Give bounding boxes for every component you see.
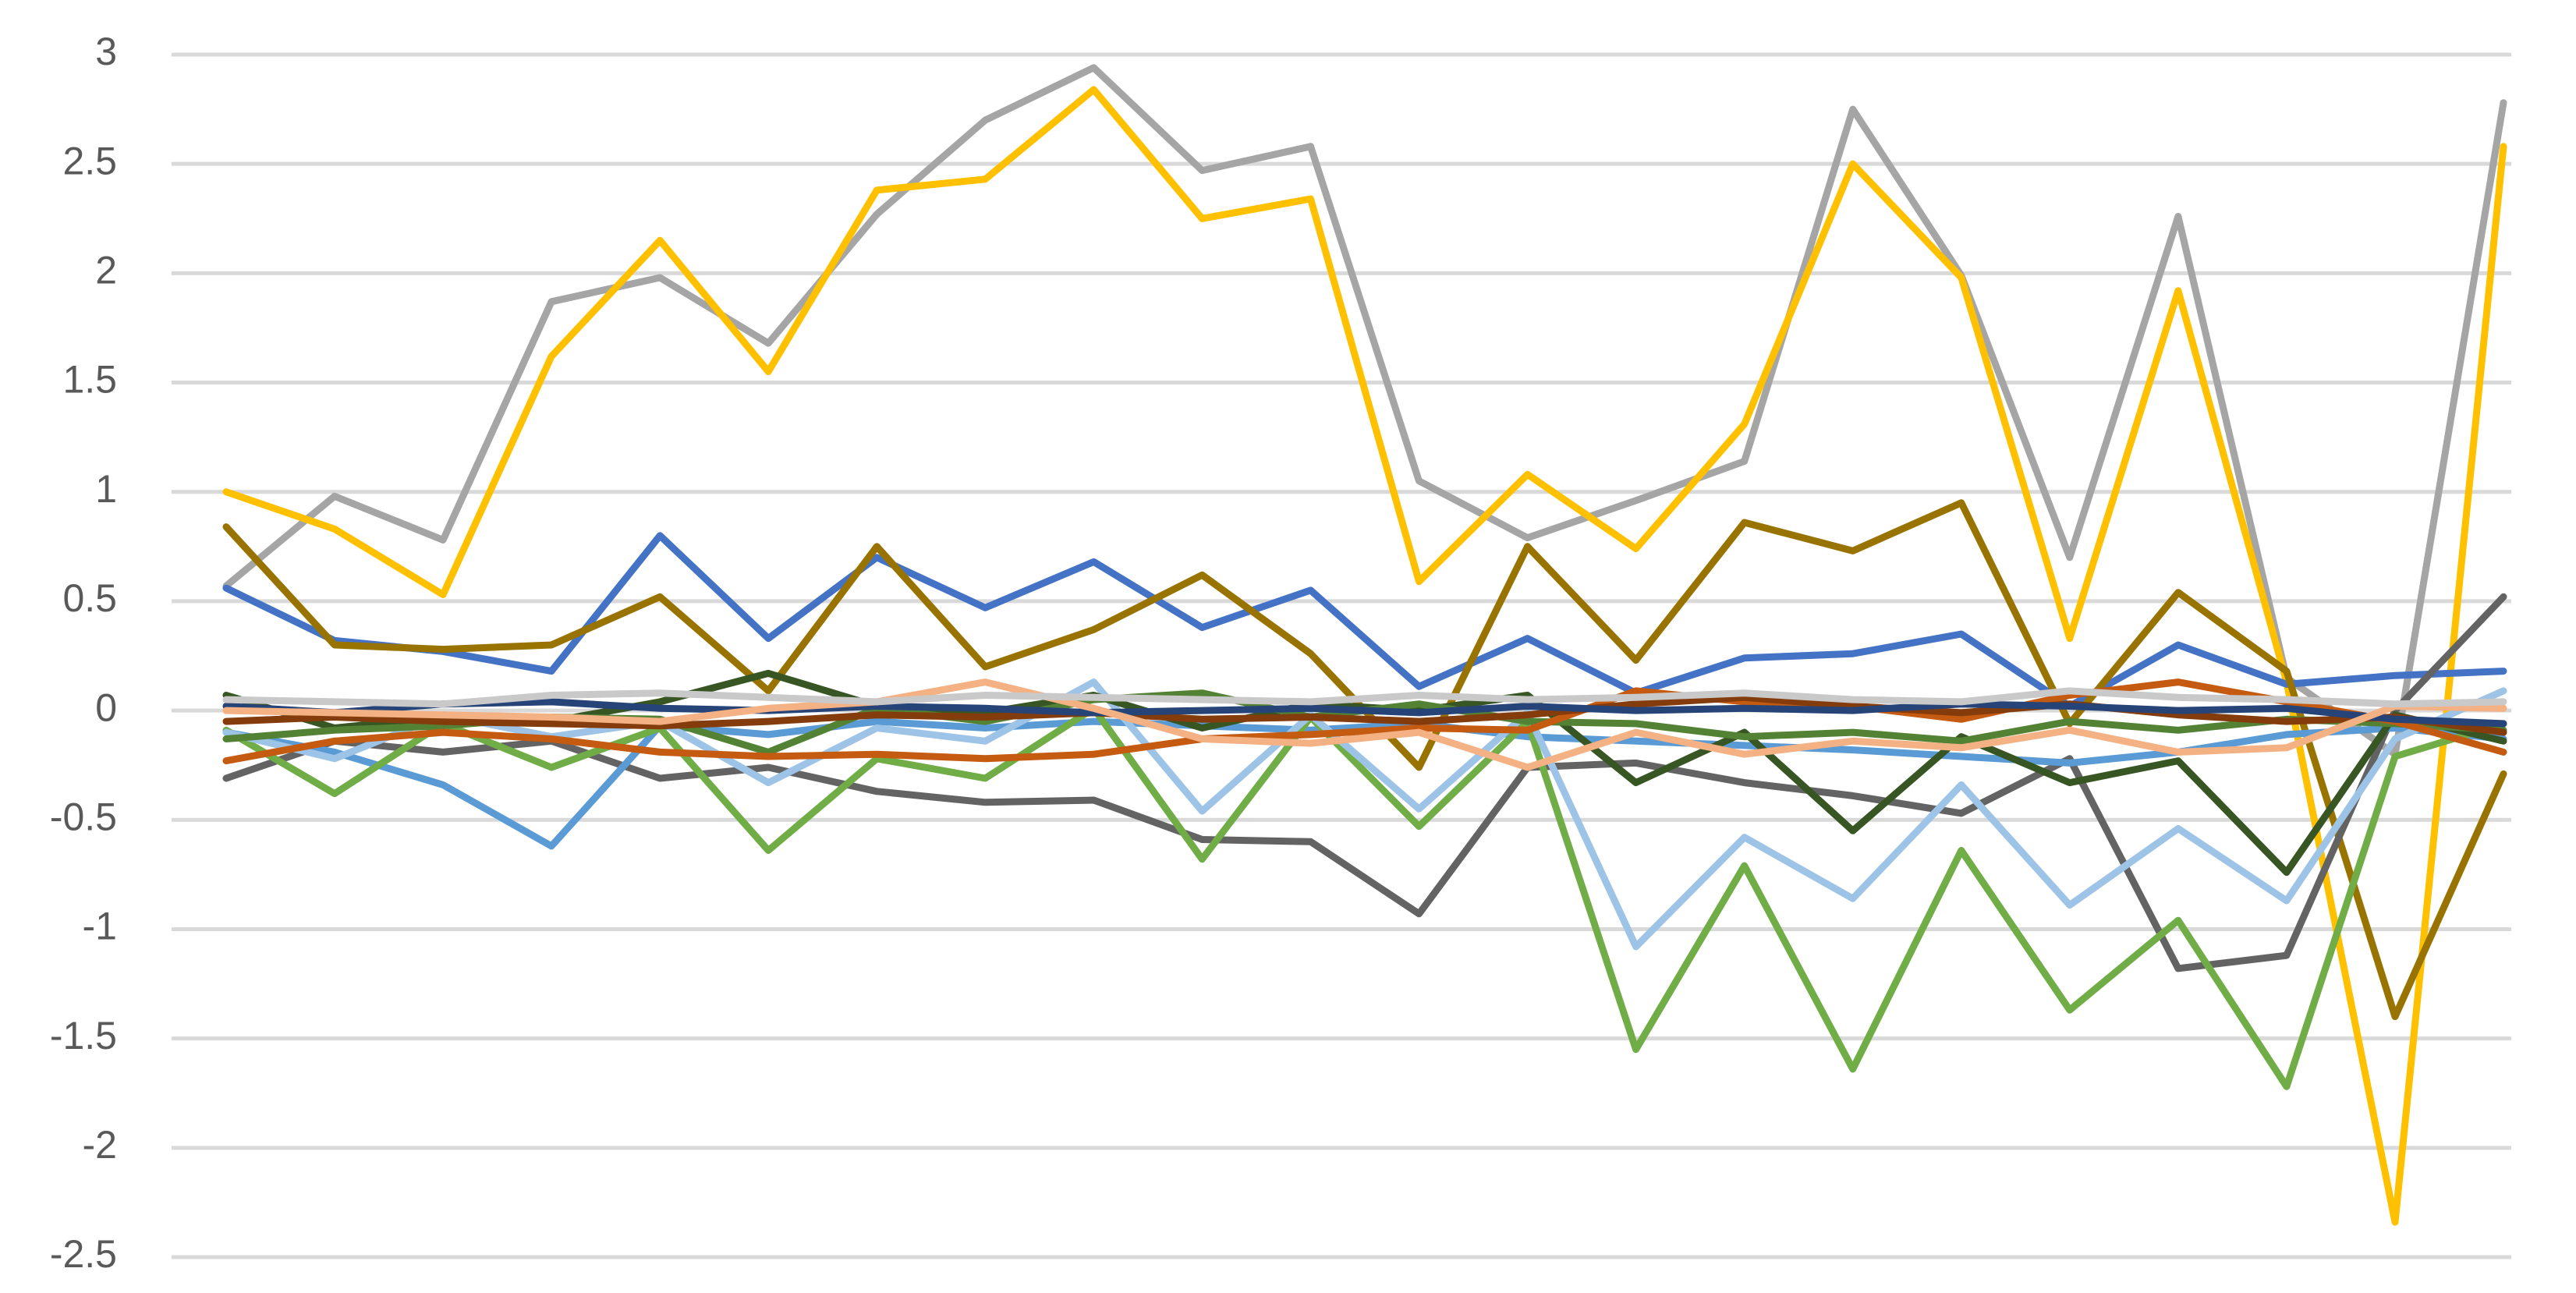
y-tick-label: 0.5 [62,576,117,620]
y-tick-label: 0 [95,685,117,729]
series-line-3 [222,532,2507,710]
series-line-11 [222,678,2507,765]
y-tick-label: 2 [95,249,117,292]
gridlines [172,52,2511,1259]
series-line-6 [222,717,2507,850]
series-line-13 [222,698,2507,728]
series-line-14 [222,678,2507,771]
y-tick-label: -1.5 [50,1014,117,1057]
y-tick-label: 1 [95,467,117,511]
series-line-15 [222,687,2507,708]
series-line-8 [222,678,2507,951]
y-tick-label: 2.5 [62,139,117,182]
y-tick-label: 1.5 [62,358,117,402]
y-tick-label: -2 [83,1123,117,1167]
y-tick-label: -2.5 [50,1232,117,1276]
y-axis-tick-labels: 3 2.5 2 1.5 1 0.5 0 -0.5 -1 -1.5 -2 -2.5 [50,30,117,1276]
y-tick-label: 3 [95,30,117,73]
series-line-1 [222,64,2507,758]
y-tick-label: -1 [83,905,117,948]
series-line-2 [222,86,2507,1226]
series-lines [222,64,2507,1226]
y-tick-label: -0.5 [50,795,117,838]
